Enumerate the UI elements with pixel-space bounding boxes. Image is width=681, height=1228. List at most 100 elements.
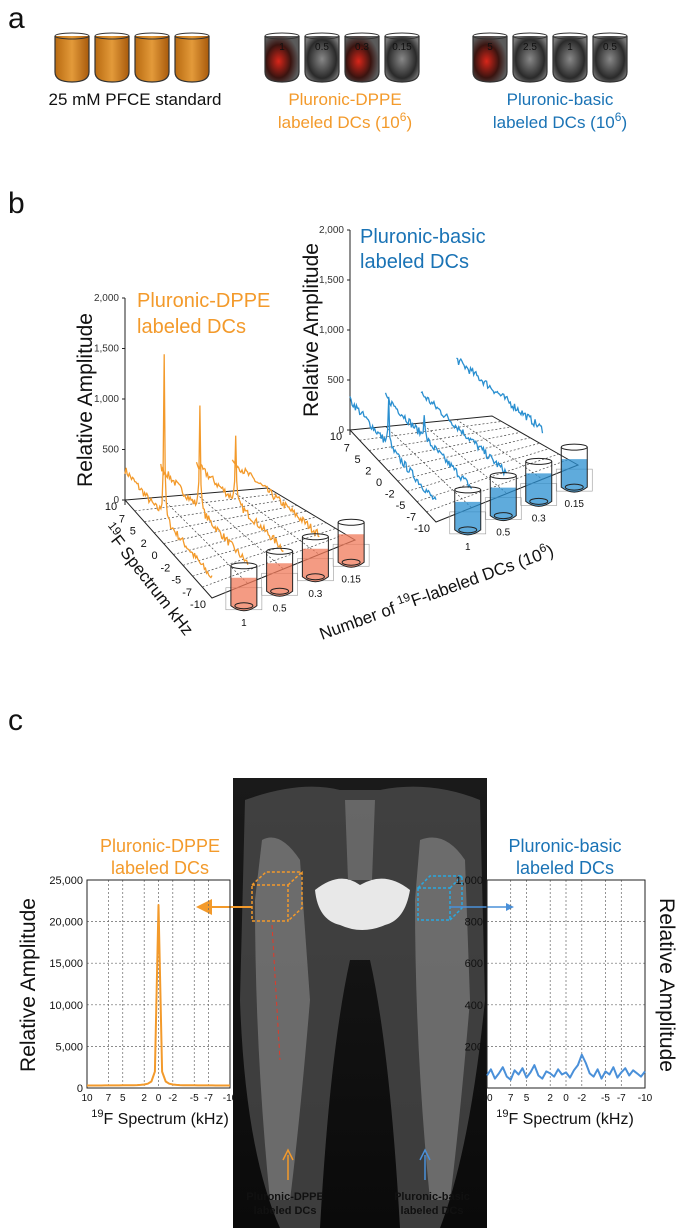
- chart-title: Pluronic-DPPE: [100, 836, 220, 856]
- tube-rim: [592, 32, 628, 40]
- superscript: 6: [537, 540, 548, 556]
- freq-tick-label: 0: [376, 477, 382, 489]
- plot-frame: [86, 879, 231, 1089]
- y-tick-label: 1,000: [455, 875, 483, 887]
- tube: [301, 536, 329, 583]
- line: [87, 904, 230, 1087]
- axis-label-part: F Spectrum kHz: [107, 531, 197, 639]
- tube: [264, 36, 300, 83]
- y-tick-label: 2,000: [319, 225, 344, 236]
- y-tick-label: 1,500: [94, 344, 119, 355]
- tube-fill: [345, 36, 379, 82]
- tube-fill: [305, 36, 339, 82]
- caption-part: labeled DCs (10: [493, 113, 615, 132]
- tube-label: 0.3: [532, 513, 546, 524]
- tube: [337, 522, 365, 568]
- tube: [489, 475, 517, 522]
- tube-bottom: [305, 573, 325, 581]
- y-tick-label: 500: [102, 445, 119, 456]
- superscript: 6: [615, 110, 622, 124]
- tube-rim: [525, 457, 553, 465]
- tube-bottom: [458, 526, 478, 534]
- tube-label: 0.5: [496, 528, 510, 539]
- y-tick-label: 0: [77, 1083, 83, 1095]
- y-tick-label: 25,000: [49, 875, 83, 887]
- tube-fill: [135, 36, 169, 82]
- tube-rim: [489, 472, 517, 480]
- floor-grid: [160, 496, 248, 584]
- freq-tick-label: -10: [190, 599, 206, 611]
- freq-tick-label: -2: [160, 562, 170, 574]
- x-tick-label: -7: [204, 1093, 213, 1104]
- floor-grid: [232, 490, 320, 555]
- tube-bottom: [493, 512, 513, 520]
- x-tick-label: 5: [120, 1093, 126, 1104]
- chart-title: labeled DCs: [360, 251, 469, 273]
- floor-grid: [192, 528, 336, 577]
- x-tick-label: -5: [601, 1093, 610, 1104]
- x-tick-label: 10: [81, 1093, 93, 1104]
- x-axis-label: 19F Spectrum (kHz): [496, 1108, 634, 1128]
- tube: [230, 565, 258, 612]
- tube-label: 0.5: [315, 42, 329, 53]
- tube: [94, 36, 130, 83]
- y-tick-label: 15,000: [49, 958, 83, 970]
- x-tick-label: -10: [223, 1093, 238, 1104]
- tube-fill: [265, 36, 299, 82]
- tube-fill: [302, 548, 329, 582]
- freq-tick-label: 5: [130, 526, 136, 538]
- freq-tick-label: -2: [385, 489, 395, 501]
- freq-tick-label: 5: [354, 454, 360, 466]
- caption-part: ): [621, 113, 627, 132]
- tube-rim: [264, 32, 300, 40]
- floor-grid: [173, 516, 317, 555]
- tube: [134, 36, 170, 83]
- y-tick-label: 1,000: [94, 394, 119, 405]
- tube-label: 1: [279, 42, 285, 53]
- axis-label-part: ): [544, 541, 556, 561]
- y-axis-label: Relative Amplitude: [17, 898, 40, 1072]
- mri-label: Pluronic-DPPE: [246, 1191, 324, 1203]
- superscript: 19: [395, 590, 413, 608]
- tube-rim: [304, 32, 340, 40]
- tube-bottom: [529, 497, 549, 505]
- tube-rim: [301, 533, 329, 541]
- floor-grid: [426, 459, 569, 513]
- tube-rim: [54, 32, 90, 40]
- y-tick-label: 5,000: [55, 1041, 83, 1053]
- spectrum: [195, 435, 284, 553]
- chart-title: Pluronic-basic: [360, 226, 486, 248]
- spectrum: [384, 392, 473, 490]
- tube-rim: [174, 32, 210, 40]
- y-tick-label: 400: [465, 1000, 483, 1012]
- mri-label: labeled DCs: [254, 1205, 317, 1217]
- floor-grid: [153, 504, 298, 534]
- tube-rim: [337, 518, 365, 526]
- freq-tick-label: -10: [414, 523, 430, 535]
- tube: [304, 36, 340, 83]
- freq-tick-label: 0: [151, 550, 157, 562]
- tube-rim: [512, 32, 548, 40]
- y-tick-label: 20,000: [49, 917, 83, 929]
- tube-rim: [266, 547, 294, 555]
- tube-label: 0.5: [603, 42, 617, 53]
- tube-label: 1: [567, 42, 573, 53]
- arrow-head: [506, 903, 514, 911]
- tube: [512, 36, 548, 83]
- tube-bottom: [270, 587, 290, 595]
- tube-fill: [266, 563, 293, 597]
- panel-label: c: [8, 704, 23, 737]
- freq-tick-label: 2: [141, 538, 147, 550]
- tube: [344, 36, 380, 83]
- floor-grid: [202, 533, 346, 588]
- tube: [384, 36, 420, 83]
- tube-label: 1: [465, 542, 471, 553]
- freq-tick-label: 7: [344, 443, 350, 455]
- tube: [525, 461, 553, 507]
- x-tick-label: -10: [638, 1093, 653, 1104]
- y-axis-label: Relative Amplitude: [74, 313, 97, 487]
- chart-title: Pluronic-basic: [508, 836, 621, 856]
- axis-label-part: F Spectrum (kHz): [103, 1111, 228, 1128]
- tube-rim: [472, 32, 508, 40]
- tube-label: 0.3: [355, 42, 369, 53]
